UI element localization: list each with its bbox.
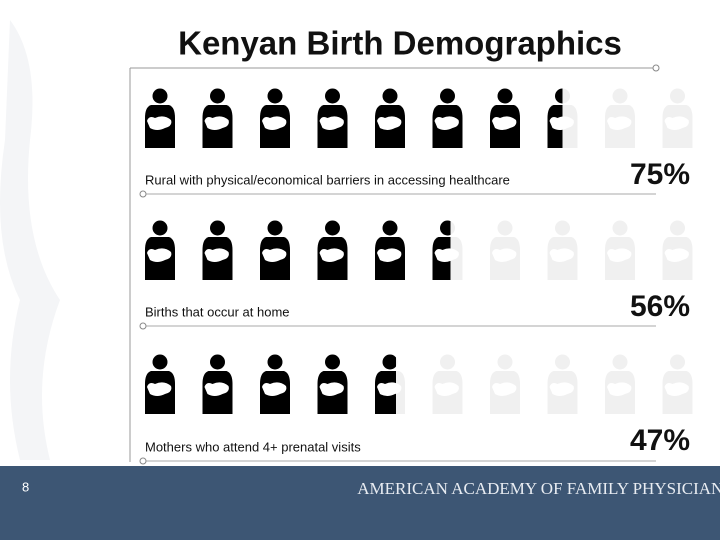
icon-baby <box>434 116 459 130</box>
icon-head <box>497 220 513 236</box>
icon-baby <box>262 382 287 396</box>
icon-head <box>267 88 283 104</box>
icon-head <box>267 220 283 236</box>
icon-baby <box>492 116 517 130</box>
separator-dot <box>139 190 147 198</box>
value-label: 56% <box>630 290 690 323</box>
watermark <box>0 20 60 460</box>
category-label: Births that occur at home <box>145 304 290 319</box>
icon-baby <box>664 248 689 262</box>
icon-head <box>440 88 455 104</box>
icon-head <box>670 220 685 236</box>
icon-baby <box>319 248 344 262</box>
icon-baby <box>204 116 229 130</box>
page-number: 8 <box>22 479 29 494</box>
category-label: Mothers who attend 4+ prenatal visits <box>145 439 361 454</box>
icon-head <box>152 220 168 236</box>
icon-baby <box>607 248 632 262</box>
icon-head <box>325 88 340 104</box>
icon-head <box>612 220 628 236</box>
icon-baby <box>147 248 172 262</box>
value-label: 75% <box>630 158 690 191</box>
icon-head <box>497 88 513 104</box>
icon-head <box>210 220 225 236</box>
icon-head <box>210 354 225 370</box>
separator-dot <box>139 457 147 465</box>
icon-head <box>152 88 168 104</box>
icon-head <box>382 88 398 104</box>
icon-head <box>670 354 685 370</box>
icon-head <box>670 88 685 104</box>
icon-baby <box>319 382 344 396</box>
icon-baby <box>262 116 287 130</box>
icon-baby <box>319 116 344 130</box>
icon-baby <box>492 248 517 262</box>
icon-baby <box>607 382 632 396</box>
filled-icons <box>145 354 396 414</box>
icon-baby <box>607 116 632 130</box>
filled-icons <box>145 88 563 148</box>
icon-baby <box>377 382 396 396</box>
icon-head <box>555 88 563 104</box>
icon-head <box>382 354 396 370</box>
icon-baby <box>549 248 574 262</box>
icon-body <box>547 105 563 148</box>
icon-baby <box>664 382 689 396</box>
frame <box>129 67 656 462</box>
icon-head <box>440 220 451 236</box>
icon-head <box>325 220 340 236</box>
icon-baby <box>377 248 402 262</box>
icon-head <box>152 354 168 370</box>
icon-baby <box>377 116 402 130</box>
icon-baby <box>204 248 229 262</box>
icon-baby <box>549 382 574 396</box>
icon-baby <box>434 248 451 262</box>
icon-baby <box>147 116 172 130</box>
icon-head <box>267 354 283 370</box>
icon-head <box>382 220 398 236</box>
organization: AMERICAN ACADEMY OF FAMILY PHYSICIANS <box>357 479 720 498</box>
separator-dot <box>139 322 147 330</box>
icon-head <box>555 354 570 370</box>
chart-title: Kenyan Birth Demographics <box>178 25 622 62</box>
filled-icons <box>145 220 451 280</box>
category-label: Rural with physical/economical barriers … <box>145 172 510 187</box>
icon-head <box>555 220 570 236</box>
footer-bar <box>0 466 720 540</box>
icon-baby <box>492 382 517 396</box>
icon-head <box>440 354 455 370</box>
icon-head <box>612 88 628 104</box>
icon-head <box>210 88 225 104</box>
icon-baby <box>664 116 689 130</box>
icon-head <box>612 354 628 370</box>
value-label: 47% <box>630 424 690 457</box>
icon-baby <box>434 382 459 396</box>
icon-head <box>325 354 340 370</box>
frame-dot <box>652 64 660 72</box>
icon-baby <box>549 116 563 130</box>
icon-baby <box>262 248 287 262</box>
icon-baby <box>147 382 172 396</box>
icon-head <box>497 354 513 370</box>
icon-baby <box>204 382 229 396</box>
